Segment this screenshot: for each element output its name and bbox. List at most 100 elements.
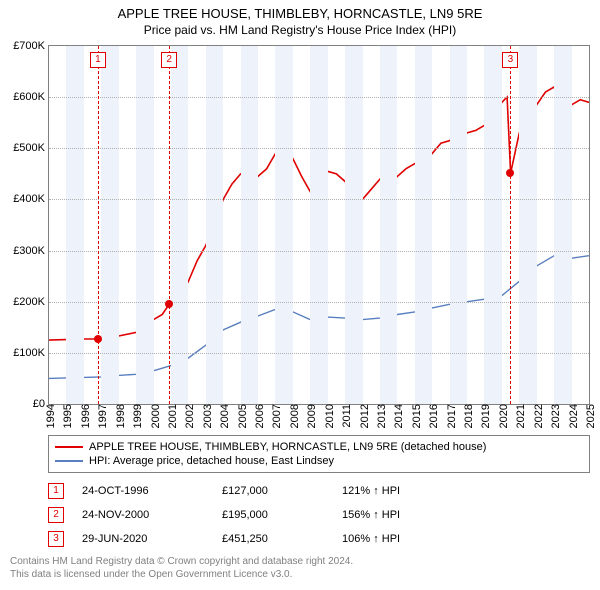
year-band bbox=[101, 46, 118, 404]
table-marker-box: 2 bbox=[48, 507, 64, 523]
table-pct: 106% ↑ HPI bbox=[342, 533, 462, 545]
x-tick-label: 2006 bbox=[250, 404, 266, 428]
x-tick-label: 1999 bbox=[128, 404, 144, 428]
table-pct: 121% ↑ HPI bbox=[342, 485, 462, 497]
marker-box: 2 bbox=[161, 52, 177, 68]
legend-label: APPLE TREE HOUSE, THIMBLEBY, HORNCASTLE,… bbox=[89, 441, 486, 453]
footer: Contains HM Land Registry data © Crown c… bbox=[10, 555, 590, 581]
table-row: 124-OCT-1996£127,000121% ↑ HPI bbox=[48, 479, 590, 503]
marker-dot bbox=[165, 300, 173, 308]
y-tick-label: £700K bbox=[13, 40, 49, 52]
legend-item: APPLE TREE HOUSE, THIMBLEBY, HORNCASTLE,… bbox=[55, 440, 583, 454]
x-tick-label: 2003 bbox=[198, 404, 214, 428]
y-tick-label: £300K bbox=[13, 245, 49, 257]
x-tick-label: 2005 bbox=[233, 404, 249, 428]
marker-box: 1 bbox=[90, 52, 106, 68]
x-tick-label: 2001 bbox=[163, 404, 179, 428]
table-price: £195,000 bbox=[222, 509, 342, 521]
footer-line2: This data is licensed under the Open Gov… bbox=[10, 568, 590, 581]
x-tick-label: 2009 bbox=[302, 404, 318, 428]
gridline bbox=[49, 199, 589, 200]
x-tick-label: 2002 bbox=[180, 404, 196, 428]
legend: APPLE TREE HOUSE, THIMBLEBY, HORNCASTLE,… bbox=[48, 435, 590, 473]
x-tick-label: 1995 bbox=[58, 404, 74, 428]
table-marker-box: 3 bbox=[48, 531, 64, 547]
table-price: £451,250 bbox=[222, 533, 342, 545]
table-price: £127,000 bbox=[222, 485, 342, 497]
x-tick-label: 2013 bbox=[372, 404, 388, 428]
table-row: 329-JUN-2020£451,250106% ↑ HPI bbox=[48, 527, 590, 551]
year-band bbox=[171, 46, 188, 404]
year-band bbox=[554, 46, 571, 404]
gridline bbox=[49, 148, 589, 149]
legend-item: HPI: Average price, detached house, East… bbox=[55, 454, 583, 468]
x-tick-label: 1997 bbox=[93, 404, 109, 428]
x-tick-label: 2022 bbox=[529, 404, 545, 428]
gridline bbox=[49, 353, 589, 354]
year-band bbox=[450, 46, 467, 404]
marker-dot bbox=[506, 169, 514, 177]
x-tick-label: 2019 bbox=[476, 404, 492, 428]
year-band bbox=[136, 46, 153, 404]
x-tick-label: 1996 bbox=[76, 404, 92, 428]
x-tick-label: 2021 bbox=[511, 404, 527, 428]
x-tick-label: 2014 bbox=[389, 404, 405, 428]
x-tick-label: 1994 bbox=[41, 404, 57, 428]
title-line2: Price paid vs. HM Land Registry's House … bbox=[0, 21, 600, 37]
x-tick-label: 1998 bbox=[111, 404, 127, 428]
x-tick-label: 2004 bbox=[215, 404, 231, 428]
legend-swatch bbox=[55, 446, 83, 448]
y-tick-label: £200K bbox=[13, 296, 49, 308]
year-band bbox=[415, 46, 432, 404]
table-date: 24-NOV-2000 bbox=[64, 509, 222, 521]
y-tick-label: £400K bbox=[13, 193, 49, 205]
year-band bbox=[66, 46, 83, 404]
y-tick-label: £100K bbox=[13, 347, 49, 359]
x-tick-label: 2016 bbox=[424, 404, 440, 428]
chart-container: APPLE TREE HOUSE, THIMBLEBY, HORNCASTLE,… bbox=[0, 0, 600, 581]
year-band bbox=[275, 46, 292, 404]
legend-label: HPI: Average price, detached house, East… bbox=[89, 455, 334, 467]
plot-area: £0£100K£200K£300K£400K£500K£600K£700K199… bbox=[48, 45, 590, 405]
table-marker-box: 1 bbox=[48, 483, 64, 499]
table-pct: 156% ↑ HPI bbox=[342, 509, 462, 521]
x-tick-label: 2017 bbox=[442, 404, 458, 428]
year-band bbox=[206, 46, 223, 404]
title-line1: APPLE TREE HOUSE, THIMBLEBY, HORNCASTLE,… bbox=[0, 6, 600, 21]
year-band bbox=[345, 46, 362, 404]
marker-line bbox=[510, 46, 511, 404]
marker-dot bbox=[94, 335, 102, 343]
year-band bbox=[310, 46, 327, 404]
gridline bbox=[49, 97, 589, 98]
x-tick-label: 2020 bbox=[494, 404, 510, 428]
marker-line bbox=[169, 46, 170, 404]
x-tick-label: 2011 bbox=[337, 404, 353, 428]
x-tick-label: 2000 bbox=[146, 404, 162, 428]
x-tick-label: 2018 bbox=[459, 404, 475, 428]
marker-box: 3 bbox=[502, 52, 518, 68]
year-band bbox=[519, 46, 536, 404]
y-tick-label: £600K bbox=[13, 91, 49, 103]
gridline bbox=[49, 302, 589, 303]
legend-swatch bbox=[55, 460, 83, 462]
table-date: 29-JUN-2020 bbox=[64, 533, 222, 545]
footer-line1: Contains HM Land Registry data © Crown c… bbox=[10, 555, 590, 568]
x-tick-label: 2023 bbox=[546, 404, 562, 428]
x-tick-label: 2007 bbox=[267, 404, 283, 428]
x-tick-label: 2015 bbox=[407, 404, 423, 428]
table-row: 224-NOV-2000£195,000156% ↑ HPI bbox=[48, 503, 590, 527]
x-tick-label: 2025 bbox=[581, 404, 597, 428]
x-tick-label: 2008 bbox=[285, 404, 301, 428]
marker-line bbox=[98, 46, 99, 404]
table-date: 24-OCT-1996 bbox=[64, 485, 222, 497]
marker-table: 124-OCT-1996£127,000121% ↑ HPI224-NOV-20… bbox=[48, 479, 590, 551]
titles: APPLE TREE HOUSE, THIMBLEBY, HORNCASTLE,… bbox=[0, 0, 600, 37]
year-band bbox=[484, 46, 501, 404]
year-band bbox=[380, 46, 397, 404]
x-tick-label: 2010 bbox=[320, 404, 336, 428]
gridline bbox=[49, 251, 589, 252]
year-band bbox=[241, 46, 258, 404]
x-tick-label: 2024 bbox=[564, 404, 580, 428]
x-tick-label: 2012 bbox=[355, 404, 371, 428]
y-tick-label: £500K bbox=[13, 142, 49, 154]
